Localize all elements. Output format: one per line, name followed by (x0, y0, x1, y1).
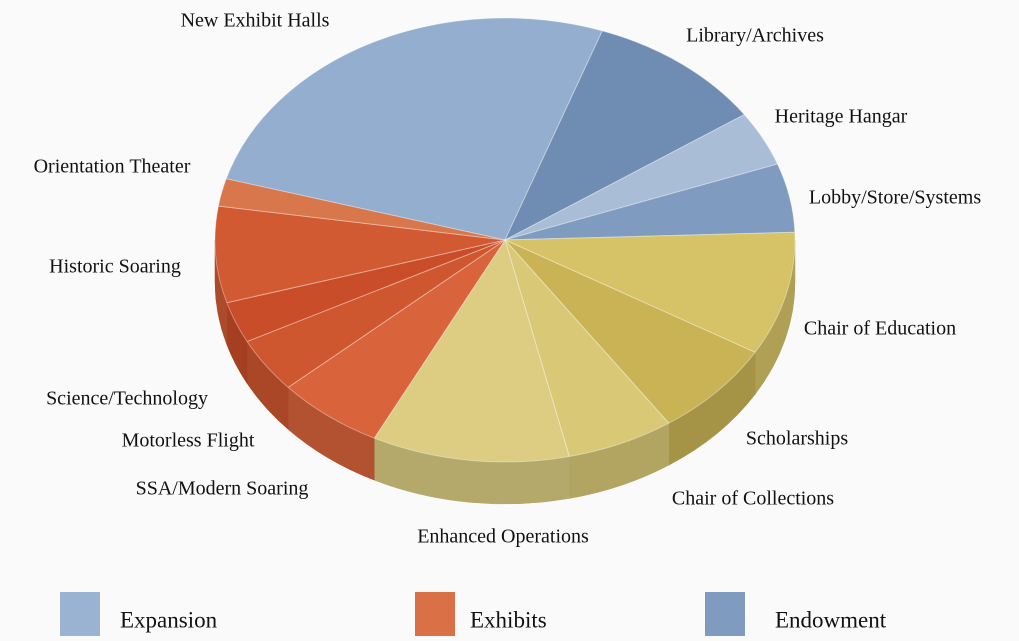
slice-label: Science/Technology (46, 388, 208, 410)
legend-label: Exhibits (470, 607, 547, 632)
slice-label: New Exhibit Halls (181, 10, 330, 32)
slice-label: Library/Archives (686, 25, 824, 47)
legend-label: Expansion (120, 607, 218, 632)
slice-label: Heritage Hangar (775, 106, 908, 128)
chart: New Exhibit Halls Library/Archives Heritag… (0, 0, 1019, 641)
slice-label: Enhanced Operations (417, 526, 589, 548)
slice-label: Scholarships (746, 428, 848, 450)
slice-label: Historic Soaring (49, 256, 181, 278)
legend-swatch (60, 592, 100, 636)
slice-label: Chair of Collections (672, 488, 834, 510)
slice-label: Chair of Education (804, 318, 956, 340)
slice-label: Motorless Flight (122, 430, 255, 452)
legend-swatch (705, 592, 745, 636)
legend-label: Endowment (775, 607, 887, 632)
slice-label: SSA/Modern Soaring (136, 478, 309, 500)
legend-swatch (415, 592, 455, 636)
slice-label: Orientation Theater (34, 156, 191, 178)
slice-label: Lobby/Store/Systems (809, 187, 981, 209)
